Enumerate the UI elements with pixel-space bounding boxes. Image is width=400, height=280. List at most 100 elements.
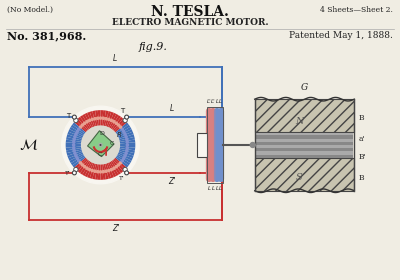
Bar	[207, 107, 223, 183]
Circle shape	[125, 149, 128, 152]
Wedge shape	[118, 151, 134, 158]
Wedge shape	[66, 139, 82, 143]
Text: L: L	[215, 186, 218, 191]
Text: T: T	[66, 113, 70, 119]
Circle shape	[122, 130, 126, 133]
Text: ELECTRO MAGNETIC MOTOR.: ELECTRO MAGNETIC MOTOR.	[112, 18, 268, 27]
Bar	[256, 135, 353, 139]
Circle shape	[104, 117, 108, 120]
Wedge shape	[113, 118, 125, 132]
Wedge shape	[87, 112, 95, 127]
Circle shape	[119, 125, 122, 129]
Text: (No Model.): (No Model.)	[7, 6, 53, 14]
Wedge shape	[71, 155, 85, 165]
Wedge shape	[90, 163, 96, 179]
Circle shape	[76, 130, 79, 133]
Wedge shape	[110, 160, 121, 175]
Wedge shape	[70, 153, 84, 163]
Wedge shape	[66, 137, 82, 142]
Wedge shape	[102, 110, 106, 126]
Wedge shape	[119, 145, 135, 148]
Wedge shape	[67, 132, 83, 139]
Circle shape	[74, 118, 78, 123]
Wedge shape	[66, 142, 82, 145]
Circle shape	[73, 151, 77, 155]
Circle shape	[110, 119, 113, 122]
Circle shape	[74, 167, 78, 172]
Text: B: B	[358, 113, 364, 122]
Circle shape	[126, 140, 129, 144]
Wedge shape	[98, 164, 100, 180]
Circle shape	[107, 118, 110, 121]
Text: N. TESLA.: N. TESLA.	[151, 5, 229, 19]
Wedge shape	[118, 132, 134, 139]
Circle shape	[74, 154, 78, 158]
Circle shape	[120, 159, 124, 163]
Wedge shape	[117, 129, 133, 138]
Circle shape	[99, 116, 102, 120]
Text: No. 381,968.: No. 381,968.	[7, 31, 86, 41]
Wedge shape	[117, 153, 132, 163]
Circle shape	[72, 143, 76, 147]
Wedge shape	[85, 113, 93, 128]
Wedge shape	[66, 146, 82, 150]
Wedge shape	[109, 114, 119, 129]
Wedge shape	[70, 127, 84, 136]
Circle shape	[112, 120, 116, 123]
Wedge shape	[117, 127, 132, 136]
Circle shape	[117, 163, 120, 167]
Wedge shape	[68, 129, 84, 138]
Wedge shape	[116, 125, 130, 135]
Circle shape	[88, 119, 91, 122]
Circle shape	[102, 170, 105, 174]
Wedge shape	[119, 148, 135, 153]
Wedge shape	[92, 163, 98, 179]
Wedge shape	[82, 161, 92, 176]
Circle shape	[112, 166, 116, 170]
Text: N: N	[295, 117, 304, 126]
Circle shape	[104, 169, 108, 173]
Wedge shape	[71, 125, 85, 135]
Wedge shape	[67, 134, 82, 141]
Circle shape	[98, 143, 103, 147]
Text: T': T'	[119, 176, 125, 181]
Text: C: C	[109, 141, 114, 146]
Bar	[255, 132, 354, 158]
Circle shape	[73, 135, 77, 139]
Wedge shape	[119, 142, 135, 145]
Circle shape	[102, 116, 105, 120]
Circle shape	[123, 167, 127, 172]
Wedge shape	[106, 162, 114, 178]
Text: L: L	[219, 99, 222, 104]
Wedge shape	[100, 164, 103, 180]
Circle shape	[93, 117, 97, 120]
Wedge shape	[119, 146, 135, 150]
Wedge shape	[95, 164, 99, 180]
Bar	[255, 158, 354, 191]
Text: Z': Z'	[112, 224, 119, 233]
Wedge shape	[106, 112, 114, 127]
Circle shape	[72, 146, 76, 150]
Wedge shape	[109, 161, 119, 176]
Wedge shape	[117, 152, 133, 161]
Circle shape	[100, 144, 102, 146]
Wedge shape	[114, 120, 127, 133]
Wedge shape	[95, 110, 99, 126]
Wedge shape	[80, 160, 91, 175]
Wedge shape	[98, 110, 100, 126]
Circle shape	[90, 169, 94, 172]
Wedge shape	[115, 156, 129, 168]
Bar	[197, 133, 207, 157]
Text: L: L	[215, 99, 218, 104]
Circle shape	[119, 161, 122, 165]
Wedge shape	[87, 162, 95, 178]
Circle shape	[117, 123, 120, 127]
Wedge shape	[113, 158, 125, 171]
Circle shape	[122, 157, 126, 160]
Wedge shape	[104, 163, 109, 179]
Wedge shape	[72, 156, 86, 168]
Text: L': L'	[207, 99, 211, 104]
Circle shape	[99, 170, 102, 174]
Wedge shape	[118, 134, 134, 141]
Circle shape	[125, 171, 129, 175]
